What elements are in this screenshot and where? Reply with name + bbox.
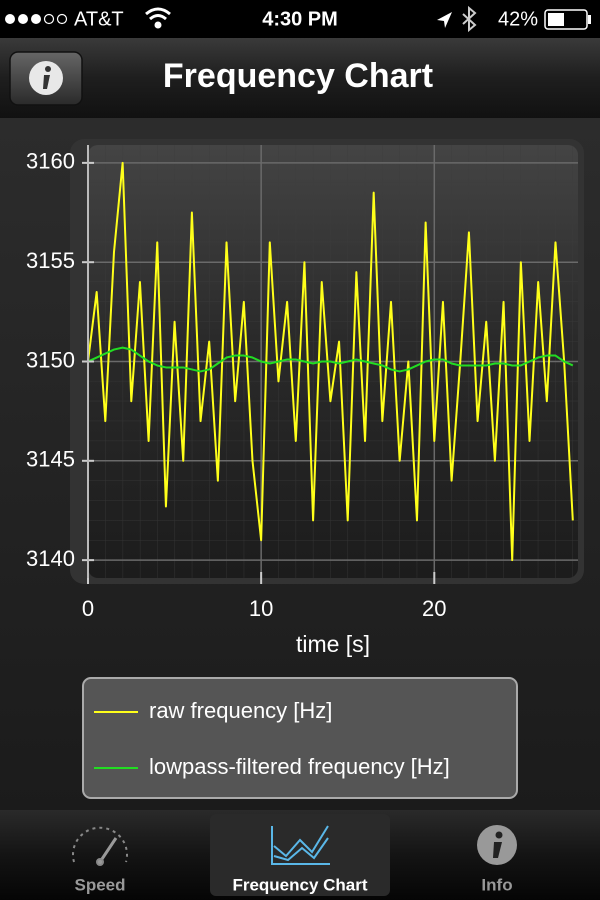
series-line bbox=[88, 346, 574, 373]
series-lines bbox=[88, 161, 574, 562]
x-tick-label: 10 bbox=[249, 596, 273, 621]
signal-dots bbox=[5, 13, 68, 25]
clock: 4:30 PM bbox=[262, 8, 338, 30]
legend: raw frequency [Hz] lowpass-filtered frequ… bbox=[94, 698, 450, 779]
y-tick-label: 3160 bbox=[26, 149, 75, 174]
y-tick-label: 3150 bbox=[26, 347, 75, 372]
speed-icon bbox=[72, 826, 128, 866]
nav-title: Frequency Chart bbox=[163, 57, 433, 95]
info-tab-icon bbox=[477, 825, 517, 865]
wifi-icon bbox=[145, 7, 171, 29]
legend-box bbox=[82, 677, 518, 799]
tab-label[interactable]: Info bbox=[481, 875, 512, 894]
battery-icon bbox=[544, 9, 591, 30]
legend-label: raw frequency [Hz] bbox=[149, 698, 332, 723]
status-bar bbox=[0, 0, 600, 38]
info-button[interactable] bbox=[9, 51, 83, 106]
bluetooth-icon bbox=[462, 5, 477, 33]
x-tick-label: 20 bbox=[422, 596, 446, 621]
tab-label[interactable]: Speed bbox=[74, 875, 125, 894]
nav-bar bbox=[0, 38, 600, 118]
y-tick-label: 3155 bbox=[26, 248, 75, 273]
carrier: AT&T bbox=[74, 8, 124, 30]
tab-highlight bbox=[210, 814, 390, 896]
y-tick-label: 3145 bbox=[26, 447, 75, 472]
x-axis-label: time [s] bbox=[296, 631, 370, 657]
y-tick-label: 3140 bbox=[26, 546, 75, 571]
location-icon bbox=[437, 12, 452, 28]
tabs: Speed Frequency Chart Info bbox=[74, 814, 513, 896]
chart-icon bbox=[271, 825, 330, 865]
legend-label: lowpass-filtered frequency [Hz] bbox=[149, 754, 450, 779]
series-line bbox=[88, 161, 574, 562]
battery-percent: 42% bbox=[498, 8, 538, 30]
x-tick-label: 0 bbox=[82, 596, 94, 621]
axes: 3140 3145 3150 3155 3160 0 10 20 bbox=[26, 145, 447, 621]
tab-label[interactable]: Frequency Chart bbox=[232, 875, 367, 894]
